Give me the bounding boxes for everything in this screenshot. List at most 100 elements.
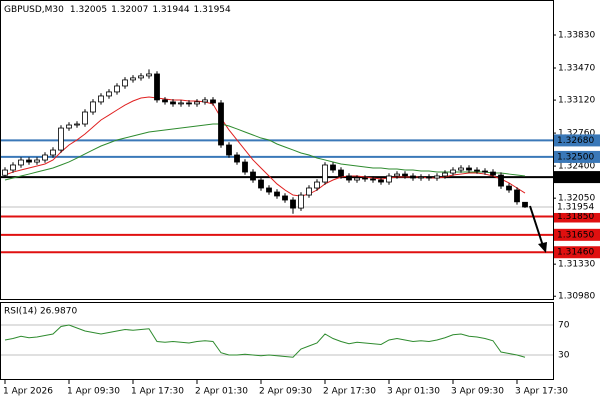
candle-body: [18, 159, 24, 166]
y-tick-label: 1.32050: [558, 194, 595, 204]
candle-body: [482, 170, 488, 173]
high: 1.32007: [111, 5, 148, 15]
candle-body: [370, 178, 376, 181]
candle-body: [210, 99, 216, 104]
level-label: 1.32280: [557, 173, 594, 183]
price-label: 1.31954: [557, 202, 594, 212]
candle-body: [434, 175, 440, 179]
level-label: 1.32500: [557, 152, 594, 162]
candle-body: [274, 191, 280, 197]
candle-body: [458, 167, 464, 171]
candle-body: [242, 161, 248, 173]
candle-body: [490, 171, 496, 176]
candle-body: [178, 102, 184, 105]
x-tick-label: 2 Apr 01:30: [195, 387, 248, 397]
x-tick-label: 3 Apr 01:30: [387, 387, 440, 397]
candle-body: [338, 169, 344, 177]
candle-body: [138, 75, 144, 79]
candle-body: [90, 101, 96, 113]
candle-body: [522, 201, 528, 208]
rsi-tick-label: 70: [558, 321, 570, 331]
candle-body: [114, 85, 120, 93]
candle-body: [186, 102, 192, 105]
price-label-box: [554, 200, 600, 213]
candle-body: [442, 172, 448, 177]
candle-body: [306, 187, 312, 196]
candle-body: [466, 167, 472, 171]
symbol: GBPUSD,M30: [4, 5, 64, 15]
candle-body: [162, 99, 168, 103]
x-tick-label: 2 Apr 17:30: [323, 387, 376, 397]
y-tick-label: 1.30980: [558, 292, 595, 302]
moving-average: [4, 123, 526, 181]
y-tick-label: 1.33830: [558, 31, 595, 41]
candle-body: [250, 171, 256, 181]
candle-body: [298, 194, 304, 209]
candle-body: [410, 175, 416, 179]
candle-body: [202, 99, 208, 103]
candle-body: [146, 73, 152, 77]
candle-body: [258, 179, 264, 189]
candle-body: [330, 164, 336, 171]
candle-body: [74, 123, 80, 126]
candle-body: [154, 73, 160, 101]
y-tick-label: 1.33470: [558, 64, 595, 74]
candle-body: [194, 101, 200, 105]
level-label-box: [554, 246, 600, 259]
candle-body: [98, 95, 104, 103]
level-label: 1.32680: [557, 136, 594, 146]
main-panel-frame: [0, 0, 554, 300]
candle-body: [2, 169, 8, 176]
candle-body: [394, 173, 400, 177]
arrow-shaft: [529, 205, 544, 247]
low: 1.31944: [152, 5, 189, 15]
candle-body: [426, 176, 432, 179]
candle-body: [378, 179, 384, 183]
candle-body: [362, 177, 368, 180]
level-label: 1.31650: [557, 230, 594, 240]
level-label-box: [554, 171, 600, 184]
candle-body: [130, 77, 136, 81]
candle-body: [322, 164, 328, 183]
x-tick-label: 3 Apr 17:30: [515, 387, 568, 397]
y-tick-label: 1.32760: [558, 129, 595, 139]
x-tick-label: 2 Apr 09:30: [259, 387, 312, 397]
level-label-box: [554, 150, 600, 163]
rsi-tick-label: 30: [558, 351, 570, 361]
candle-body: [450, 169, 456, 174]
chart-header: GBPUSD,M30 1.32005 1.32007 1.31944 1.31954: [4, 5, 231, 15]
candle-body: [82, 111, 88, 125]
arrow: [529, 205, 547, 253]
candle-body: [418, 176, 424, 179]
level-label-box: [554, 134, 600, 147]
candle-body: [58, 127, 64, 151]
candle-body: [10, 164, 16, 171]
x-tick-label: 1 Apr 17:30: [131, 387, 184, 397]
x-tick-label: 1 Apr 09:30: [67, 387, 120, 397]
candle-body: [50, 149, 56, 156]
level-label: 1.31460: [557, 248, 594, 258]
x-tick-label: 1 Apr 2026: [3, 387, 53, 397]
y-tick-label: 1.33120: [558, 96, 595, 106]
candle-body: [506, 185, 512, 191]
level-label-box: [554, 210, 600, 223]
candle-body: [226, 144, 232, 156]
candle-body: [234, 154, 240, 163]
candle-body: [346, 175, 352, 181]
rsi-title: RSI(14) 26.9870: [4, 307, 77, 317]
candle-body: [122, 79, 128, 87]
level-label: 1.31850: [557, 212, 594, 222]
candle-body: [514, 189, 520, 203]
candle-body: [66, 124, 72, 129]
candle-body: [26, 159, 32, 163]
candle-body: [170, 101, 176, 105]
arrow-head: [538, 242, 547, 253]
y-tick-label: 1.31330: [558, 260, 595, 270]
rsi-line: [4, 324, 526, 358]
candle-body: [42, 154, 48, 161]
open: 1.32005: [70, 5, 107, 15]
candle-body: [354, 177, 360, 181]
candle-body: [266, 187, 272, 193]
rsi-panel-frame: [0, 302, 554, 380]
